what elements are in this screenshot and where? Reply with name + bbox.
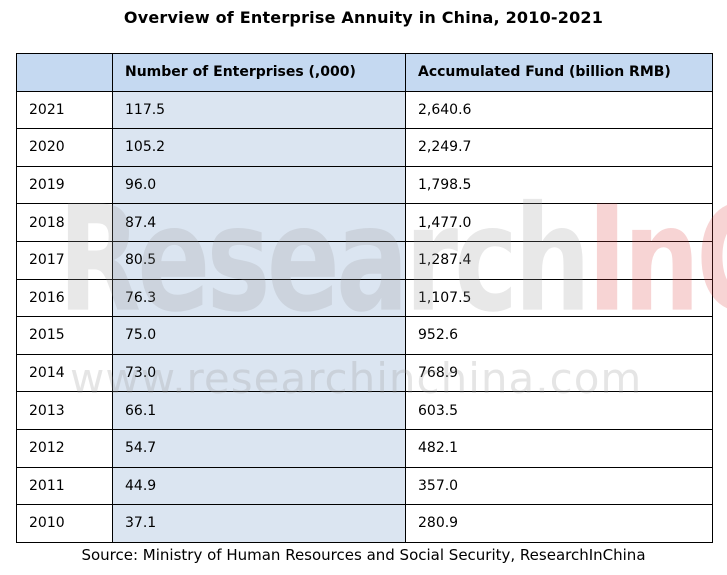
table-title: Overview of Enterprise Annuity in China,… xyxy=(123,8,604,27)
cell-fund: 2,249.7 xyxy=(405,128,713,167)
header-fund: Accumulated Fund (billion RMB) xyxy=(405,53,713,92)
cell-year: 2014 xyxy=(16,353,113,393)
cell-enterprises: 54.7 xyxy=(112,428,406,468)
cell-fund: 482.1 xyxy=(405,428,713,468)
source-note: Source: Ministry of Human Resources and … xyxy=(81,546,646,564)
cell-fund: 603.5 xyxy=(405,391,713,430)
cell-year: 2019 xyxy=(16,165,113,205)
table-row: 2010 37.1 280.9 xyxy=(16,504,713,543)
cell-enterprises: 76.3 xyxy=(112,278,406,318)
cell-fund: 1,287.4 xyxy=(405,240,713,280)
table-row: 2015 75.0 952.6 xyxy=(16,316,713,355)
cell-enterprises: 117.5 xyxy=(112,90,406,130)
table-row: 2011 44.9 357.0 xyxy=(16,466,713,506)
table-row: 2019 96.0 1,798.5 xyxy=(16,165,713,205)
cell-fund: 1,107.5 xyxy=(405,278,713,318)
cell-enterprises: 66.1 xyxy=(112,391,406,430)
cell-fund: 768.9 xyxy=(405,353,713,393)
cell-year: 2017 xyxy=(16,240,113,280)
table-row: 2020 105.2 2,249.7 xyxy=(16,128,713,167)
cell-year: 2020 xyxy=(16,128,113,167)
cell-fund: 280.9 xyxy=(405,504,713,543)
cell-enterprises: 44.9 xyxy=(112,466,406,506)
cell-fund: 1,798.5 xyxy=(405,165,713,205)
cell-enterprises: 105.2 xyxy=(112,128,406,167)
cell-year: 2013 xyxy=(16,391,113,430)
cell-year: 2021 xyxy=(16,90,113,130)
header-year xyxy=(16,53,113,92)
cell-fund: 2,640.6 xyxy=(405,90,713,130)
header-row: Number of Enterprises (,000) Accumulated… xyxy=(16,53,713,92)
cell-fund: 357.0 xyxy=(405,466,713,506)
header-enterprises: Number of Enterprises (,000) xyxy=(112,53,406,92)
cell-enterprises: 87.4 xyxy=(112,203,406,242)
table-row: 2013 66.1 603.5 xyxy=(16,391,713,430)
cell-year: 2016 xyxy=(16,278,113,318)
annuity-table: Number of Enterprises (,000) Accumulated… xyxy=(16,53,713,543)
cell-enterprises: 96.0 xyxy=(112,165,406,205)
cell-fund: 1,477.0 xyxy=(405,203,713,242)
table-row: 2012 54.7 482.1 xyxy=(16,428,713,468)
cell-enterprises: 73.0 xyxy=(112,353,406,393)
table-row: 2014 73.0 768.9 xyxy=(16,353,713,393)
cell-year: 2015 xyxy=(16,316,113,355)
cell-enterprises: 37.1 xyxy=(112,504,406,543)
table-row: 2021 117.5 2,640.6 xyxy=(16,90,713,130)
cell-fund: 952.6 xyxy=(405,316,713,355)
table-row: 2017 80.5 1,287.4 xyxy=(16,240,713,280)
cell-year: 2011 xyxy=(16,466,113,506)
cell-year: 2012 xyxy=(16,428,113,468)
cell-enterprises: 75.0 xyxy=(112,316,406,355)
table-row: 2018 87.4 1,477.0 xyxy=(16,203,713,242)
cell-year: 2010 xyxy=(16,504,113,543)
table-row: 2016 76.3 1,107.5 xyxy=(16,278,713,318)
cell-enterprises: 80.5 xyxy=(112,240,406,280)
cell-year: 2018 xyxy=(16,203,113,242)
